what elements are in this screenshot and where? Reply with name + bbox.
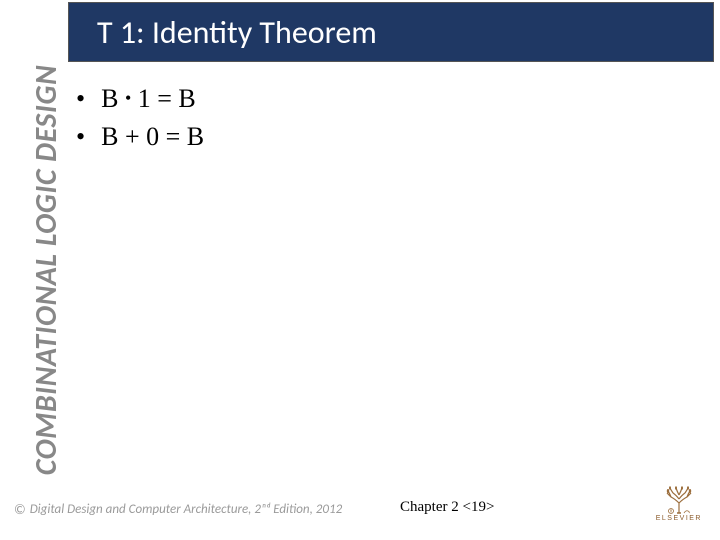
slide-title-text: T 1: Identity Theorem xyxy=(97,13,377,52)
copyright-label: Digital Design and Computer Architecture… xyxy=(30,502,342,517)
bullet-item: • B + 0 = B xyxy=(76,118,204,156)
slide-title-box: T 1: Identity Theorem xyxy=(68,2,714,62)
tree-icon xyxy=(661,485,697,515)
bullet-marker: • xyxy=(76,118,85,156)
bullet-text: B + 0 = B xyxy=(101,118,204,156)
bullet-item: • B • 1 = B xyxy=(76,80,204,118)
slide-footer: © Digital Design and Computer Architectu… xyxy=(0,484,720,528)
sidebar-chapter-label: COMBINATIONAL LOGIC DESIGN xyxy=(28,65,65,475)
chapter-page-label: Chapter 2 <19> xyxy=(400,499,494,516)
bullet-marker: • xyxy=(76,80,85,118)
publisher-name: ELSEVIER xyxy=(656,515,702,522)
bullet-text: B • 1 = B xyxy=(101,80,196,118)
publisher-logo: ELSEVIER xyxy=(656,485,702,522)
slide-content: • B • 1 = B • B + 0 = B xyxy=(76,80,204,155)
copyright-icon: © xyxy=(14,501,26,518)
copyright-text: © Digital Design and Computer Architectu… xyxy=(14,501,342,518)
